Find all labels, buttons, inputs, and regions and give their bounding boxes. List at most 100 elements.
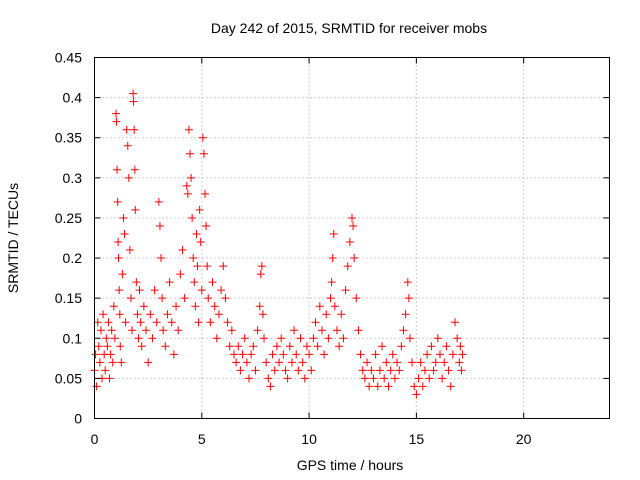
data-point	[388, 350, 397, 359]
data-point	[105, 374, 114, 383]
data-point	[91, 350, 100, 359]
data-point	[199, 149, 208, 158]
data-point	[174, 326, 183, 335]
data-point	[418, 382, 427, 391]
data-point	[294, 366, 303, 375]
data-point	[108, 358, 117, 367]
data-point	[159, 326, 168, 335]
data-point	[352, 294, 361, 303]
data-point	[433, 334, 442, 343]
data-point	[302, 342, 311, 351]
data-point	[227, 326, 236, 335]
data-point	[358, 366, 367, 375]
data-point	[371, 350, 380, 359]
data-point	[154, 197, 163, 206]
data-point	[442, 342, 451, 351]
data-point	[120, 229, 129, 238]
data-point	[337, 310, 346, 319]
data-point	[279, 350, 288, 359]
data-point	[390, 374, 399, 383]
data-point	[281, 366, 290, 375]
data-point	[440, 358, 449, 367]
x-tick-label: 15	[409, 431, 425, 447]
data-point	[95, 358, 104, 367]
data-point	[431, 358, 440, 367]
data-point	[448, 350, 457, 359]
data-point	[262, 358, 271, 367]
data-point	[221, 294, 230, 303]
data-point	[457, 366, 466, 375]
data-point	[425, 374, 434, 383]
data-point	[290, 326, 299, 335]
y-tick-label: 0.3	[63, 170, 83, 186]
y-tick-label: 0.05	[55, 370, 82, 386]
data-point	[185, 149, 194, 158]
grid	[94, 57, 610, 419]
data-point	[275, 358, 284, 367]
data-point	[102, 334, 111, 343]
data-point	[163, 310, 172, 319]
data-point	[165, 278, 174, 287]
data-point	[182, 181, 191, 190]
data-point	[386, 366, 395, 375]
data-point	[229, 350, 238, 359]
data-point	[190, 278, 199, 287]
data-point	[189, 254, 198, 263]
data-point	[161, 342, 170, 351]
data-point	[188, 213, 197, 222]
data-point	[136, 318, 145, 327]
data-point	[152, 318, 161, 327]
data-point	[148, 334, 157, 343]
data-point	[204, 294, 213, 303]
data-point	[446, 382, 455, 391]
data-point	[375, 366, 384, 375]
data-point	[378, 342, 387, 351]
data-point	[155, 221, 164, 230]
data-point	[137, 342, 146, 351]
data-point	[397, 342, 406, 351]
data-point	[195, 205, 204, 214]
data-point	[329, 229, 338, 238]
data-point	[117, 358, 126, 367]
data-point	[345, 238, 354, 247]
data-point	[201, 189, 210, 198]
data-point	[247, 350, 256, 359]
data-point	[157, 254, 166, 263]
data-point	[114, 254, 123, 263]
data-point	[328, 254, 337, 263]
data-point	[96, 326, 105, 335]
data-point	[285, 342, 294, 351]
data-point	[369, 374, 378, 383]
data-point	[196, 238, 205, 247]
data-point	[146, 310, 155, 319]
data-point	[272, 342, 281, 351]
data-point	[192, 229, 201, 238]
data-point	[277, 334, 286, 343]
data-point	[92, 382, 101, 391]
data-point	[193, 262, 202, 271]
data-point	[139, 302, 148, 311]
data-point	[350, 254, 359, 263]
x-axis-title: GPS time / hours	[297, 457, 404, 473]
data-point	[178, 246, 187, 255]
data-point	[367, 366, 376, 375]
data-point	[339, 334, 348, 343]
data-point	[130, 125, 139, 134]
data-point	[242, 358, 251, 367]
data-point	[245, 374, 253, 383]
data-point	[335, 342, 344, 351]
data-point	[315, 302, 324, 311]
y-tick-label: 0.4	[63, 90, 83, 106]
data-point	[113, 165, 122, 174]
data-point	[116, 342, 125, 351]
x-tick-label: 0	[91, 431, 99, 447]
y-tick-label: 0.25	[55, 210, 82, 226]
data-point	[300, 374, 309, 383]
data-point	[343, 262, 352, 271]
data-point	[416, 358, 425, 367]
chart-title: Day 242 of 2015, SRMTID for receiver mob…	[211, 20, 487, 36]
data-point	[214, 310, 223, 319]
x-tick-label: 5	[198, 431, 206, 447]
data-point	[309, 334, 318, 343]
